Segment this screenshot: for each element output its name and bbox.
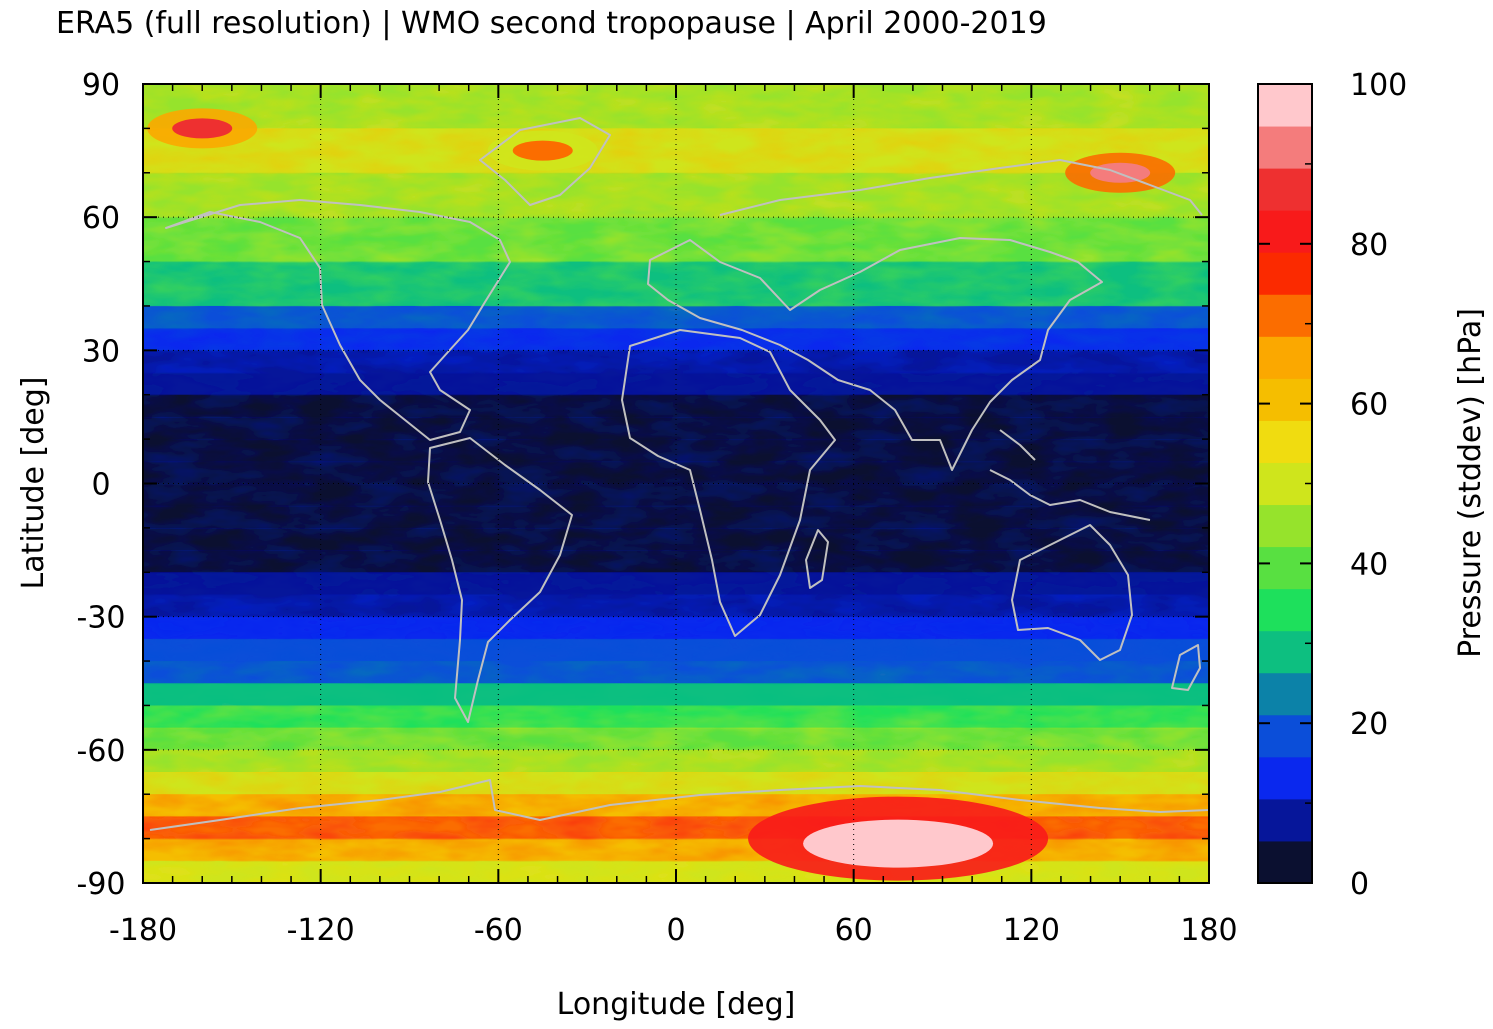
coastline-maritime [989,429,1151,521]
coastline-africa [621,329,836,637]
coastlines [149,117,1209,831]
heatmap-texture [143,483,1209,507]
heatmap-texture [143,661,1209,685]
coastline-south-america [427,437,573,723]
colorbar-swatch [1258,210,1312,253]
y-tick-label: 30 [82,334,120,369]
heatmap-plot-area [143,84,1209,883]
axes: -180 -120 -60 0 60 120 180 -90 -60 -30 0 30 60 90 [77,68,1238,948]
heatmap-texture [143,305,1209,330]
heatmap-texture [143,838,1209,862]
colorbar-tick-label: 20 [1350,707,1388,742]
colorbar-tick-label: 100 [1350,68,1407,103]
y-tick-label: -90 [77,867,126,902]
coastline-australia [1011,524,1133,661]
heatmap-texture [143,594,1209,618]
heatmap-texture [143,439,1209,463]
heatmap-texture [143,550,1209,574]
heatmap-texture [143,505,1209,529]
coastline-new-zealand [1171,644,1201,691]
x-tick-label: 60 [835,913,873,948]
colorbar-swatch [1258,504,1312,548]
colorbar-swatch [1258,252,1312,295]
heatmap-texture [143,394,1209,418]
heatmap-texture [143,416,1209,441]
x-tick-label: -120 [287,913,355,948]
hotspot [803,819,994,868]
colorbar-tick-label: 60 [1350,388,1388,423]
coastline-greenland [479,117,611,206]
colorbar-swatch [1258,336,1312,379]
colorbar-swatch [1258,294,1312,337]
colorbar-swatch [1258,798,1312,842]
heatmap-texture [143,461,1209,485]
colorbar-tick-label: 0 [1350,867,1369,902]
y-axis-label: Latitude [deg] [16,377,51,590]
y-tick-label: 0 [91,468,110,503]
colorbar-swatch [1258,714,1312,758]
colorbar-swatch [1258,588,1312,632]
coastline-madagascar [805,529,829,589]
x-axis-label: Longitude [deg] [557,987,796,1022]
colorbar-swatch [1258,84,1312,127]
hotspot [512,140,573,161]
x-tick-label: -60 [474,913,523,948]
chart-title: ERA5 (full resolution) | WMO second trop… [56,6,1047,41]
x-tick-label: -180 [109,913,177,948]
colorbar-tick-label: 80 [1350,228,1388,263]
colorbar-swatch [1258,420,1312,463]
colorbar-tick-label: 40 [1350,547,1388,582]
y-tick-label: 90 [82,68,120,103]
colorbar-swatch [1258,168,1312,211]
y-tick-label: 60 [82,201,120,236]
colorbar: 0 20 40 60 80 100 [1257,68,1407,902]
colorbar-swatch [1258,462,1312,506]
heatmap-texture [143,749,1209,774]
coastline-siberia-north [719,159,1203,216]
heatmap-texture [143,172,1209,219]
coastline-antarctica [149,779,1209,831]
grid [143,84,1209,883]
coastline-eurasia [647,237,1103,471]
colorbar-swatch [1258,756,1312,800]
heatmap-texture [143,128,1209,174]
heatmap-texture [143,772,1209,796]
colorbar-swatch [1258,546,1312,590]
colorbar-swatch [1258,630,1312,674]
y-tick-label: -60 [77,734,126,769]
heatmap-texture [143,638,1209,663]
x-tick-label: 120 [1003,913,1060,948]
colorbar-swatch [1258,126,1312,169]
heatmap-texture [143,705,1209,729]
heatmap-texture [143,572,1209,596]
hotspot [172,118,233,139]
colorbar-swatch [1258,378,1312,421]
y-tick-label: -30 [77,601,126,636]
x-tick-label: 180 [1180,913,1237,948]
colorbar-label: Pressure (stddev) [hPa] [1453,308,1488,658]
x-tick-label: 0 [666,913,685,948]
colorbar-swatch [1258,672,1312,716]
heatmap-texture [143,616,1209,640]
colorbar-swatch [1258,840,1312,884]
heatmap-texture [143,350,1209,374]
